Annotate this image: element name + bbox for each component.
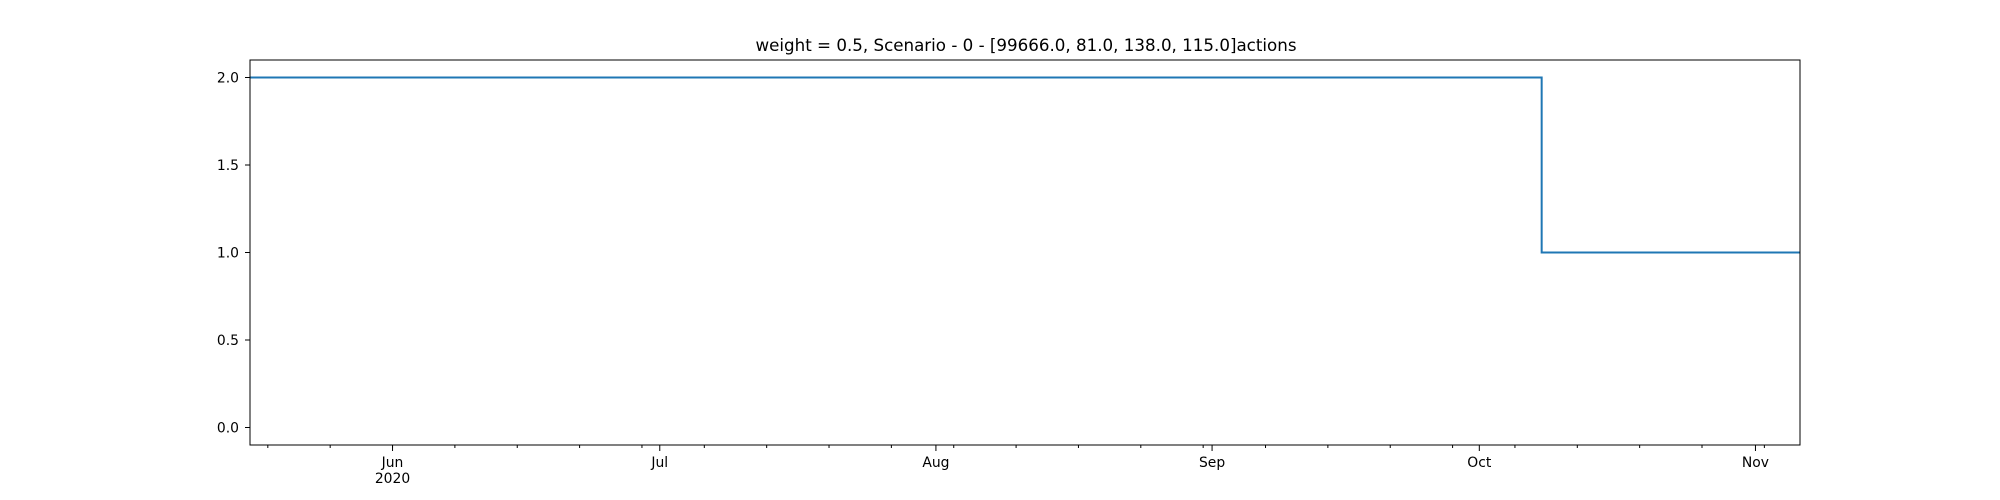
x-tick-label: Jun bbox=[381, 455, 404, 471]
series-line bbox=[250, 76, 1800, 254]
x-tick-sublabel: 2020 bbox=[375, 471, 410, 487]
y-axis: 0.0 0.5 1.0 1.5 2.0 bbox=[217, 71, 250, 437]
y-tick-label: 1.5 bbox=[217, 158, 239, 174]
y-tick-label: 1.0 bbox=[217, 246, 239, 262]
plot-area bbox=[250, 76, 1800, 254]
x-tick-label: Jul bbox=[650, 455, 668, 471]
y-tick-label: 0.0 bbox=[217, 421, 239, 437]
y-tick-label: 0.5 bbox=[217, 333, 239, 349]
x-tick-label: Oct bbox=[1467, 455, 1492, 471]
x-tick-label: Sep bbox=[1199, 455, 1225, 471]
chart-title: weight = 0.5, Scenario - 0 - [99666.0, 8… bbox=[755, 35, 1296, 55]
x-tick-label: Nov bbox=[1742, 455, 1769, 471]
y-tick-label: 2.0 bbox=[217, 71, 239, 87]
x-tick-label: Aug bbox=[922, 455, 949, 471]
